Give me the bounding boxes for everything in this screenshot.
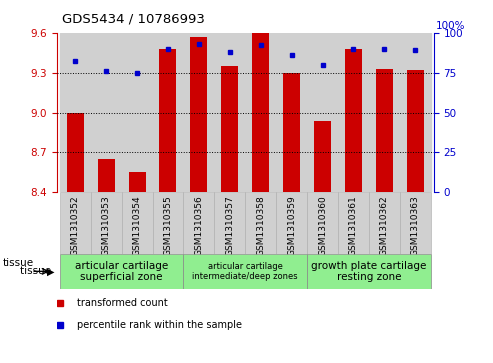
Bar bbox=[276, 192, 307, 254]
Bar bbox=[67, 113, 84, 192]
Bar bbox=[252, 33, 269, 192]
Text: 100%: 100% bbox=[436, 21, 466, 31]
Text: GSM1310355: GSM1310355 bbox=[164, 195, 173, 256]
Text: articular cartilage
intermediate/deep zones: articular cartilage intermediate/deep zo… bbox=[192, 262, 298, 281]
Bar bbox=[307, 33, 338, 192]
Text: GSM1310362: GSM1310362 bbox=[380, 195, 389, 256]
Text: GSM1310359: GSM1310359 bbox=[287, 195, 296, 256]
Bar bbox=[307, 254, 431, 289]
Text: GSM1310360: GSM1310360 bbox=[318, 195, 327, 256]
Text: GSM1310363: GSM1310363 bbox=[411, 195, 420, 256]
Bar bbox=[369, 192, 400, 254]
Bar bbox=[307, 192, 338, 254]
Bar bbox=[407, 70, 424, 192]
Bar bbox=[60, 192, 91, 254]
Text: tissue: tissue bbox=[3, 258, 34, 268]
Bar bbox=[400, 192, 431, 254]
Bar bbox=[190, 37, 208, 192]
Text: transformed count: transformed count bbox=[77, 298, 168, 308]
Text: articular cartilage
superficial zone: articular cartilage superficial zone bbox=[75, 261, 168, 282]
Text: GSM1310358: GSM1310358 bbox=[256, 195, 265, 256]
Bar bbox=[122, 192, 152, 254]
Bar bbox=[60, 254, 183, 289]
Bar bbox=[60, 33, 91, 192]
Bar bbox=[245, 33, 276, 192]
Bar bbox=[214, 192, 245, 254]
Bar bbox=[183, 254, 307, 289]
Bar bbox=[91, 192, 122, 254]
Bar bbox=[245, 192, 276, 254]
Bar bbox=[214, 33, 245, 192]
Bar bbox=[314, 121, 331, 192]
Bar bbox=[159, 49, 176, 192]
Text: GSM1310356: GSM1310356 bbox=[194, 195, 204, 256]
Bar bbox=[221, 66, 238, 192]
Bar bbox=[338, 33, 369, 192]
Text: GSM1310353: GSM1310353 bbox=[102, 195, 110, 256]
Text: GDS5434 / 10786993: GDS5434 / 10786993 bbox=[62, 12, 205, 25]
Bar bbox=[152, 33, 183, 192]
Text: GSM1310357: GSM1310357 bbox=[225, 195, 234, 256]
Bar bbox=[91, 33, 122, 192]
Bar bbox=[98, 159, 115, 192]
Bar bbox=[338, 192, 369, 254]
Bar bbox=[376, 69, 393, 192]
Text: GSM1310354: GSM1310354 bbox=[133, 195, 141, 256]
Bar bbox=[276, 33, 307, 192]
Bar bbox=[152, 192, 183, 254]
Bar bbox=[122, 33, 152, 192]
Text: percentile rank within the sample: percentile rank within the sample bbox=[77, 320, 243, 330]
Bar bbox=[129, 172, 145, 192]
Bar bbox=[345, 49, 362, 192]
Text: GSM1310352: GSM1310352 bbox=[70, 195, 80, 256]
Text: GSM1310361: GSM1310361 bbox=[349, 195, 358, 256]
Bar bbox=[283, 73, 300, 192]
Text: ▶: ▶ bbox=[47, 266, 54, 276]
Bar bbox=[183, 192, 214, 254]
Text: tissue: tissue bbox=[20, 266, 54, 276]
Text: growth plate cartilage
resting zone: growth plate cartilage resting zone bbox=[311, 261, 426, 282]
Bar bbox=[183, 33, 214, 192]
Bar bbox=[369, 33, 400, 192]
Bar bbox=[400, 33, 431, 192]
